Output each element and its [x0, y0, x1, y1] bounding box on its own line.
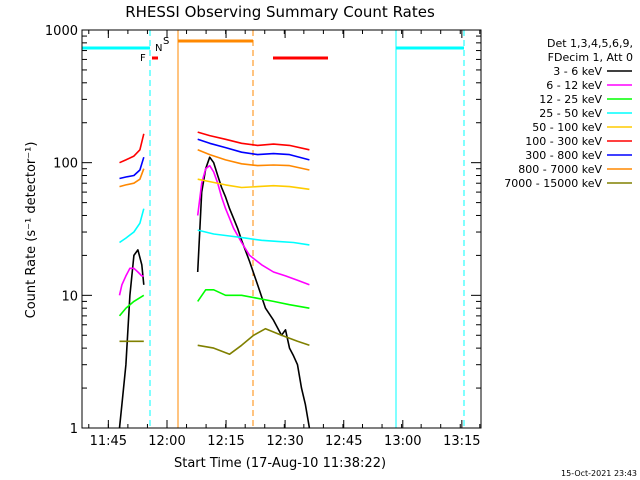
series-line-6	[119, 138, 310, 180]
timestamp: 15-Oct-2021 23:43	[561, 469, 637, 478]
annotation-flag-S: S	[163, 36, 169, 47]
legend-label: 800 - 7000 keV	[518, 163, 602, 176]
legend-label: 300 - 800 keV	[525, 149, 602, 162]
legend: Det 1,3,4,5,6,9,FDecim 1, Att 03 - 6 keV…	[504, 37, 633, 190]
x-tick-label: 12:00	[148, 434, 185, 449]
series-line-5	[119, 131, 310, 164]
series-line-1	[118, 164, 310, 296]
x-tick-label: 12:15	[207, 434, 244, 449]
series-line-4	[197, 178, 310, 191]
data-series-group	[118, 131, 311, 429]
y-tick-label: 1000	[45, 24, 78, 39]
x-tick-label: 13:15	[443, 434, 480, 449]
x-tick-label: 11:45	[90, 434, 127, 449]
y-axis-label: Count Rate (s⁻¹ detector⁻¹)	[24, 142, 39, 319]
legend-label: 50 - 100 keV	[532, 121, 602, 134]
legend-header: FDecim 1, Att 0	[548, 51, 633, 64]
x-axis-label: Start Time (17-Aug-10 11:38:22)	[174, 456, 386, 471]
legend-header: Det 1,3,4,5,6,9,	[547, 37, 633, 50]
legend-label: 7000 - 15000 keV	[504, 177, 602, 190]
observing-status-lines	[82, 30, 465, 428]
axis-group: 11:45 12:00 12:15 12:30 12:45 13:00 13:15 1 10 10…	[45, 24, 481, 449]
legend-label: 12 - 25 keV	[539, 93, 602, 106]
plot-frame	[81, 29, 482, 429]
y-tick-label: 1	[70, 422, 78, 437]
series-line-7	[119, 149, 310, 188]
legend-label: 100 - 300 keV	[525, 135, 602, 148]
annotation-flag-F: F	[140, 53, 146, 64]
series-line-2	[118, 289, 310, 317]
chart-title: RHESSI Observing Summary Count Rates	[125, 3, 435, 21]
legend-label: 3 - 6 keV	[553, 65, 602, 78]
annotation-flag-N: N	[155, 43, 162, 54]
x-tick-label: 12:30	[266, 434, 303, 449]
x-tick-label: 13:00	[384, 434, 421, 449]
y-tick-label: 10	[61, 289, 78, 304]
series-line-8	[119, 327, 310, 355]
series-line-0	[118, 156, 311, 429]
legend-label: 25 - 50 keV	[539, 107, 602, 120]
y-tick-label: 100	[53, 157, 78, 172]
x-tick-label: 12:45	[325, 434, 362, 449]
series-line-3	[119, 208, 310, 246]
legend-label: 6 - 12 keV	[546, 79, 602, 92]
